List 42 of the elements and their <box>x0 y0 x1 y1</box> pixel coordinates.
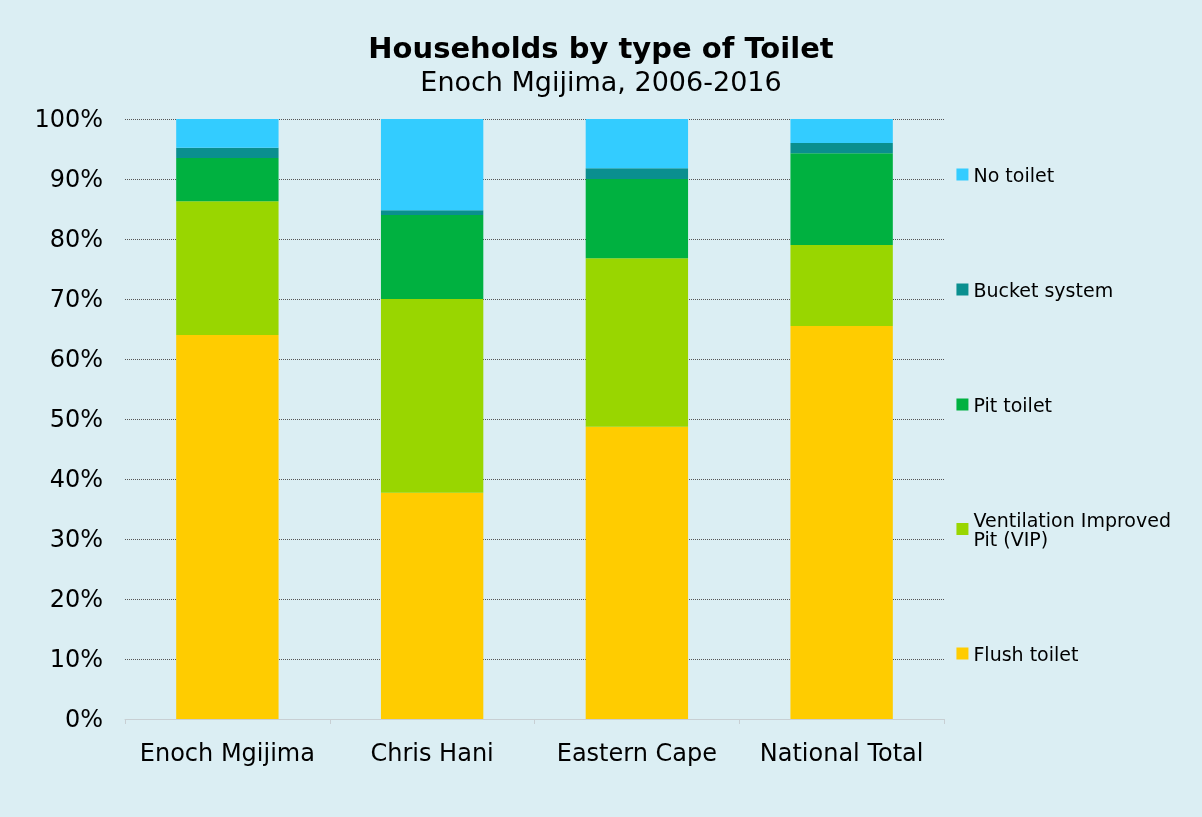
bar <box>380 119 484 211</box>
y-tick-label: 30% <box>49 525 103 553</box>
bar <box>790 245 893 326</box>
y-tick-label: 50% <box>49 405 103 433</box>
y-tick-label: 90% <box>49 165 103 193</box>
bar <box>585 179 689 259</box>
y-tick-label: 60% <box>49 345 103 373</box>
legend-label: Ventilation Improved Pit (VIP) <box>973 508 1178 550</box>
legend-label: No toilet <box>973 163 1055 186</box>
bar <box>176 147 279 158</box>
bar <box>380 299 484 493</box>
bar <box>176 158 279 202</box>
bar <box>790 119 893 143</box>
x-tick-label: Enoch Mgijima <box>139 739 315 767</box>
bar <box>790 143 893 154</box>
bar <box>790 326 893 719</box>
bar <box>585 258 689 427</box>
bar <box>176 201 279 335</box>
y-tick-label: 80% <box>49 225 103 253</box>
y-tick-label: 20% <box>49 585 103 613</box>
y-tick-label: 40% <box>49 465 103 493</box>
y-tick-label: 0% <box>64 705 103 733</box>
x-tick-label: Chris Hani <box>370 739 494 767</box>
legend-label: Flush toilet <box>973 642 1079 665</box>
y-tick-label: 100% <box>34 105 103 133</box>
bar <box>380 215 484 299</box>
y-tick-label: 70% <box>49 285 103 313</box>
bar <box>176 119 279 148</box>
chart-title: Households by type of Toilet <box>368 30 834 65</box>
x-tick-label: National Total <box>759 739 924 767</box>
y-tick-label: 10% <box>49 645 103 673</box>
bar <box>176 335 279 719</box>
bar <box>585 168 689 179</box>
legend-label: Pit toilet <box>973 393 1053 416</box>
bar <box>380 210 484 215</box>
legend-label: Bucket system <box>973 278 1114 301</box>
chart-subtitle: Enoch Mgijima, 2006-2016 <box>420 66 782 97</box>
bar <box>585 426 689 719</box>
bar <box>380 492 484 719</box>
bar <box>790 153 893 245</box>
x-tick-label: Eastern Cape <box>556 739 718 767</box>
bar <box>585 119 689 169</box>
